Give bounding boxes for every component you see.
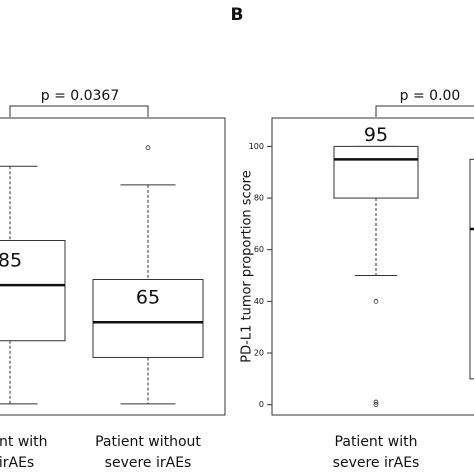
median-label: 65 (136, 287, 160, 309)
p-value: p = 0.00 (400, 88, 461, 104)
p-bracket (375, 105, 474, 117)
box (469, 158, 474, 380)
box (0, 240, 66, 342)
p-bracket (9, 105, 149, 117)
outlier (373, 402, 379, 408)
p-value: p = 0.0367 (41, 88, 120, 104)
y-tick-label: 80 (254, 194, 264, 203)
y-tick-label: 20 (254, 349, 264, 358)
panel-title: B (231, 5, 244, 25)
plot-frame (0, 117, 226, 416)
x-tick-label: Patient without (95, 434, 201, 450)
median-label: 85 (0, 250, 22, 272)
x-tick-label: e irAEs (0, 455, 34, 471)
y-tick-label: 60 (254, 245, 264, 254)
y-axis-label: PD-L1 tumor proportion score (240, 170, 255, 362)
x-tick-label: severe irAEs (333, 455, 420, 471)
box (92, 278, 204, 358)
outlier (373, 298, 379, 304)
y-tick-label: 100 (249, 142, 264, 151)
x-tick-label: severe irAEs (105, 455, 192, 471)
outlier (145, 145, 151, 151)
box (333, 145, 419, 199)
x-tick-label: atient with (0, 434, 48, 450)
median-label: 95 (364, 124, 388, 146)
outlier (373, 399, 379, 405)
y-tick-label: 0 (259, 400, 264, 409)
y-tick-label: 40 (254, 297, 264, 306)
x-tick-label: Patient with (335, 434, 418, 450)
plot-frame (271, 117, 474, 416)
